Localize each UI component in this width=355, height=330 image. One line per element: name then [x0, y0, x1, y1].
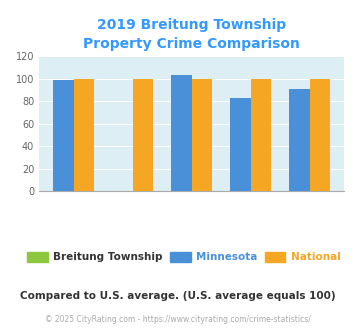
Bar	[230, 98, 251, 191]
Bar	[310, 79, 331, 191]
Text: Compared to U.S. average. (U.S. average equals 100): Compared to U.S. average. (U.S. average …	[20, 291, 335, 301]
Bar	[73, 79, 94, 191]
Bar	[171, 75, 192, 191]
Bar	[53, 80, 73, 191]
Bar	[192, 79, 212, 191]
Legend: Breitung Township, Minnesota, National: Breitung Township, Minnesota, National	[23, 248, 345, 267]
Bar	[251, 79, 272, 191]
Bar	[289, 89, 310, 191]
Bar	[133, 79, 153, 191]
Text: © 2025 CityRating.com - https://www.cityrating.com/crime-statistics/: © 2025 CityRating.com - https://www.city…	[45, 315, 310, 324]
Title: 2019 Breitung Township
Property Crime Comparison: 2019 Breitung Township Property Crime Co…	[83, 18, 300, 51]
